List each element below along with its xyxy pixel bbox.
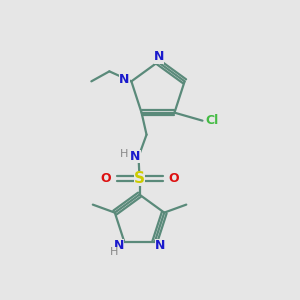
Text: O: O — [168, 172, 179, 185]
Text: H: H — [110, 247, 118, 257]
Text: N: N — [114, 239, 124, 252]
Text: O: O — [100, 172, 111, 185]
Text: Cl: Cl — [206, 114, 219, 127]
Text: H: H — [120, 149, 129, 159]
Text: S: S — [134, 171, 145, 186]
Text: N: N — [154, 50, 164, 64]
Text: N: N — [154, 239, 165, 252]
Text: N: N — [119, 73, 130, 86]
Text: N: N — [130, 150, 141, 163]
